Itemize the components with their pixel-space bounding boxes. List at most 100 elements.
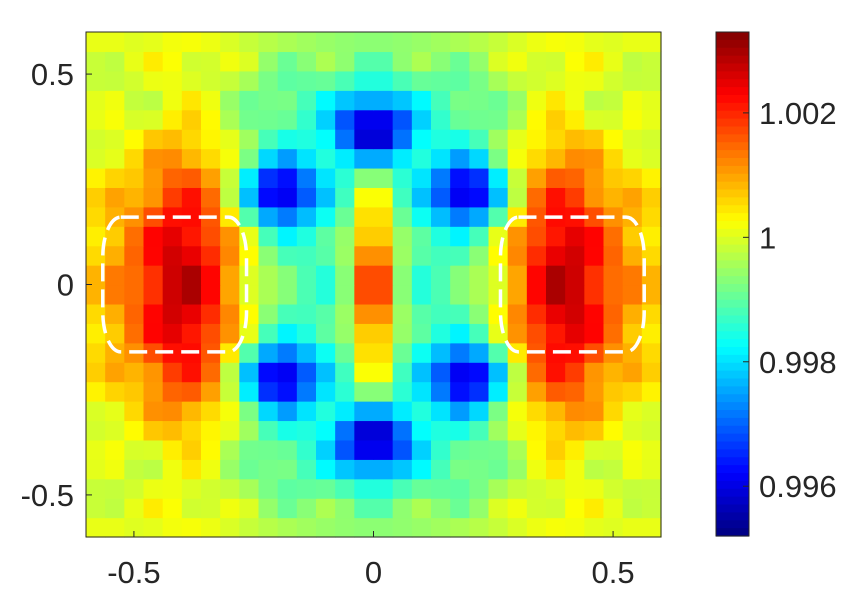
heatmap-cell (584, 129, 605, 150)
colorbar-tick-label: 1.002 (759, 96, 837, 131)
heatmap-cell (488, 517, 509, 538)
heatmap-cell (181, 323, 202, 344)
heatmap-cell (354, 206, 375, 227)
heatmap-cell (546, 167, 566, 188)
heatmap-cell (277, 498, 298, 519)
heatmap-cell (181, 167, 202, 188)
heatmap-cell (258, 478, 279, 499)
heatmap-cell (546, 70, 566, 91)
colorbar-swatch (716, 228, 749, 238)
heatmap-cell (220, 32, 240, 53)
heatmap-cell (143, 459, 164, 480)
colorbar-swatch (716, 268, 749, 277)
heatmap-cell (296, 167, 317, 188)
heatmap-cell (105, 401, 125, 422)
colorbar-swatch (716, 118, 749, 128)
heatmap-cell (469, 478, 490, 499)
heatmap-cell (546, 148, 566, 169)
heatmap-cell (86, 51, 106, 72)
heatmap-cell (526, 187, 547, 208)
heatmap-cell (565, 90, 585, 111)
heatmap-cell (105, 226, 125, 247)
colorbar-swatch (716, 213, 749, 222)
heatmap-cell (431, 70, 451, 91)
x-axis-ticks: -0.5 0 0.5 (107, 531, 635, 590)
heatmap-cell (277, 109, 298, 130)
colorbar-tick-label: 0.998 (759, 345, 837, 380)
heatmap-cell (392, 70, 413, 91)
heatmap-cell (86, 226, 106, 247)
heatmap-cell (392, 206, 413, 227)
heatmap-cell (239, 284, 260, 305)
heatmap-cell (450, 517, 470, 538)
heatmap-cell (277, 342, 298, 363)
heatmap-cell (316, 342, 336, 363)
colorbar-swatch (716, 110, 749, 120)
heatmap-cell (546, 498, 566, 519)
heatmap-cell (201, 245, 221, 266)
heatmap-cell (86, 90, 106, 111)
colorbar-swatch (716, 370, 749, 380)
heatmap-cell (143, 70, 164, 91)
heatmap-cell (622, 498, 643, 519)
heatmap-cell (162, 226, 183, 247)
heatmap-cell (469, 245, 490, 266)
heatmap-cell (584, 245, 605, 266)
heatmap-cell (488, 420, 509, 441)
colorbar-swatch (716, 425, 749, 435)
heatmap-cell (162, 129, 183, 150)
heatmap-cell (565, 362, 585, 383)
heatmap-cell (469, 167, 490, 188)
heatmap-cell (622, 401, 643, 422)
heatmap-cell (546, 439, 566, 460)
heatmap-cell (162, 51, 183, 72)
heatmap-cell (431, 323, 451, 344)
heatmap-cell (411, 265, 432, 286)
heatmap-cell (258, 265, 279, 286)
heatmap-cell (143, 420, 164, 441)
heatmap-cell (181, 206, 202, 227)
heatmap-cell (488, 265, 509, 286)
heatmap-cell (526, 129, 547, 150)
heatmap-cell (258, 362, 279, 383)
heatmap-cell (565, 129, 585, 150)
heatmap-cell (277, 32, 298, 53)
colorbar-swatch (716, 102, 749, 112)
heatmap-cell (546, 401, 566, 422)
heatmap-cell (546, 32, 566, 53)
heatmap-cell (316, 206, 336, 227)
heatmap-cell (565, 109, 585, 130)
heatmap-cell (411, 303, 432, 324)
heatmap-cell (392, 362, 413, 383)
heatmap-cell (354, 167, 375, 188)
heatmap-cell (373, 323, 394, 344)
heatmap-cell (201, 32, 221, 53)
heatmap-cell (162, 245, 183, 266)
heatmap-cell (565, 498, 585, 519)
heatmap-cell (450, 206, 470, 227)
heatmap-cell (162, 439, 183, 460)
heatmap-cell (392, 459, 413, 480)
heatmap-cell (488, 439, 509, 460)
heatmap-cell (622, 148, 643, 169)
heatmap-cell (392, 284, 413, 305)
heatmap-cell (641, 148, 662, 169)
heatmap-cell (450, 245, 470, 266)
heatmap-cell (296, 439, 317, 460)
heatmap-cell (143, 148, 164, 169)
heatmap-cell (181, 459, 202, 480)
heatmap-cell (277, 245, 298, 266)
heatmap-cell (603, 420, 624, 441)
heatmap-cell (143, 517, 164, 538)
heatmap-cell (335, 109, 355, 130)
heatmap-cell (201, 226, 221, 247)
heatmap-cell (277, 401, 298, 422)
heatmap-cell (392, 167, 413, 188)
heatmap-cell (507, 129, 528, 150)
heatmap-cell (546, 284, 566, 305)
heatmap-cell (354, 401, 375, 422)
heatmap-cells (86, 32, 662, 538)
heatmap-cell (354, 342, 375, 363)
dashed-box-left (101, 215, 249, 354)
colorbar-frame (715, 31, 750, 537)
